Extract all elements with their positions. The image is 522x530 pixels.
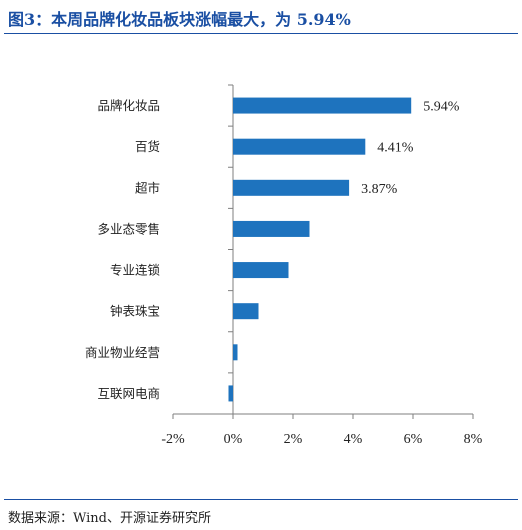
category-label: 百货: [135, 139, 160, 154]
bar: [233, 97, 412, 114]
category-label: 超市: [135, 180, 160, 195]
chart-title: 图3：本周品牌化妆品板块涨幅最大，为 5.94%: [8, 10, 351, 29]
x-tick-label: 2%: [284, 432, 303, 447]
category-label: 商业物业经营: [85, 345, 160, 360]
bar: [233, 179, 350, 196]
x-tick-label: 6%: [404, 432, 423, 447]
x-tick-label: 4%: [344, 432, 363, 447]
category-label: 钟表珠宝: [110, 304, 160, 319]
bar: [228, 385, 233, 402]
category-label: 专业连锁: [110, 263, 161, 278]
bar: [233, 344, 238, 361]
title-divider: [4, 33, 518, 34]
bar: [233, 262, 289, 279]
bar: [233, 138, 366, 155]
category-label: 互联网电商: [97, 386, 160, 401]
data-label: 4.41%: [377, 141, 414, 156]
x-tick-label: 8%: [464, 432, 483, 447]
data-label: 3.87%: [361, 182, 398, 197]
source-divider: [4, 499, 518, 500]
x-tick-label: 0%: [224, 432, 243, 447]
source-note: 数据来源：Wind、开源证券研究所: [8, 511, 211, 526]
x-tick-label: -2%: [161, 432, 185, 447]
category-label: 多业态零售: [97, 221, 160, 236]
category-label: 品牌化妆品: [97, 98, 160, 113]
bar: [233, 220, 310, 237]
bar: [233, 303, 259, 320]
data-label: 5.94%: [423, 100, 460, 115]
